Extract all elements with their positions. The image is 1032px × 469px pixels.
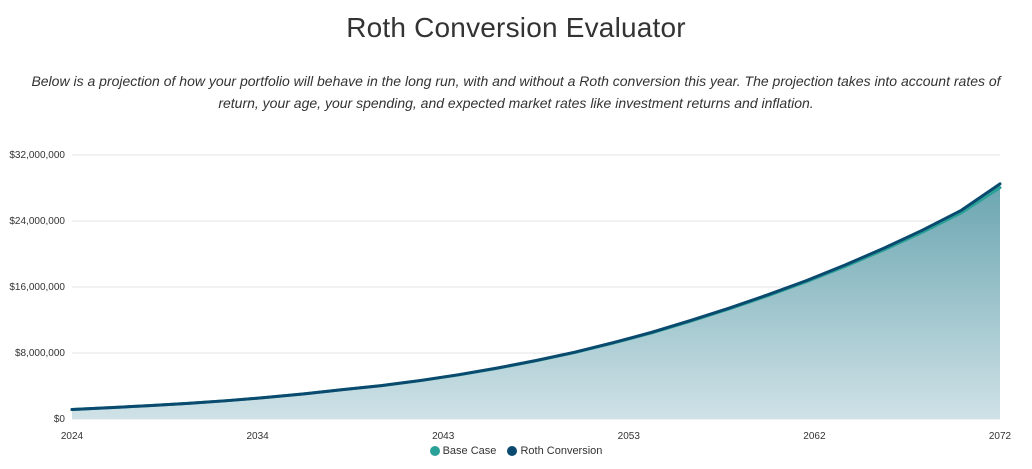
legend-item-base-case[interactable]: Base Case — [429, 445, 497, 457]
x-tick-label: 2053 — [618, 431, 641, 442]
page-description: Below is a projection of how your portfo… — [31, 73, 1001, 111]
series-line-roth-conversion[interactable] — [70, 182, 1002, 412]
y-axis: $0 $8,000,000 $16,000,000 $24,000,000 $32,00… — [9, 150, 65, 425]
legend-dot-base-case — [429, 446, 440, 456]
y-tick-label: $24,000,000 — [9, 216, 65, 227]
portfolio-projection-chart: $0 $8,000,000 $16,000,000 $24,000,000 $32,00… — [9, 150, 1012, 442]
x-tick-label: 2072 — [989, 431, 1012, 442]
legend-label-base-case: Base Case — [442, 445, 497, 457]
legend-dot-roth-conversion — [507, 446, 518, 456]
y-tick-label: $8,000,000 — [15, 348, 65, 359]
chart-legend: Base Case Roth Conversion — [0, 445, 1032, 459]
y-tick-label: $0 — [54, 414, 66, 425]
y-tick-label: $16,000,000 — [9, 282, 65, 293]
area-fill — [72, 183, 1000, 419]
page-title: Roth Conversion Evaluator — [346, 12, 686, 43]
x-axis: 2024 2034 2043 2053 2062 2072 — [61, 431, 1012, 442]
x-tick-label: 2034 — [246, 431, 269, 442]
y-tick-label: $32,000,000 — [9, 150, 65, 161]
legend-label-roth-conversion: Roth Conversion — [520, 445, 603, 457]
legend-item-roth-conversion[interactable]: Roth Conversion — [507, 445, 602, 457]
area-fill-layer — [72, 183, 1000, 419]
x-tick-label: 2024 — [61, 431, 84, 442]
x-tick-label: 2043 — [432, 431, 455, 442]
x-tick-label: 2062 — [803, 431, 826, 442]
series-lines — [70, 182, 1002, 412]
